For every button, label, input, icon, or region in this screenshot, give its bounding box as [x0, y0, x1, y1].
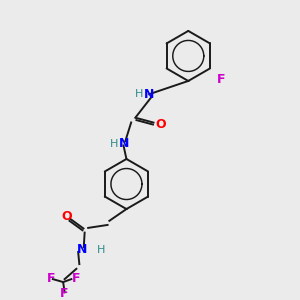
Text: H: H: [135, 89, 144, 99]
Text: N: N: [118, 137, 129, 150]
Text: H: H: [110, 139, 118, 149]
Text: F: F: [60, 287, 69, 300]
Text: F: F: [216, 73, 225, 86]
Text: F: F: [71, 272, 80, 285]
Text: N: N: [77, 243, 87, 256]
Text: H: H: [97, 245, 105, 255]
Text: N: N: [144, 88, 154, 101]
Text: F: F: [47, 272, 56, 285]
Text: O: O: [155, 118, 166, 131]
Text: O: O: [61, 211, 72, 224]
